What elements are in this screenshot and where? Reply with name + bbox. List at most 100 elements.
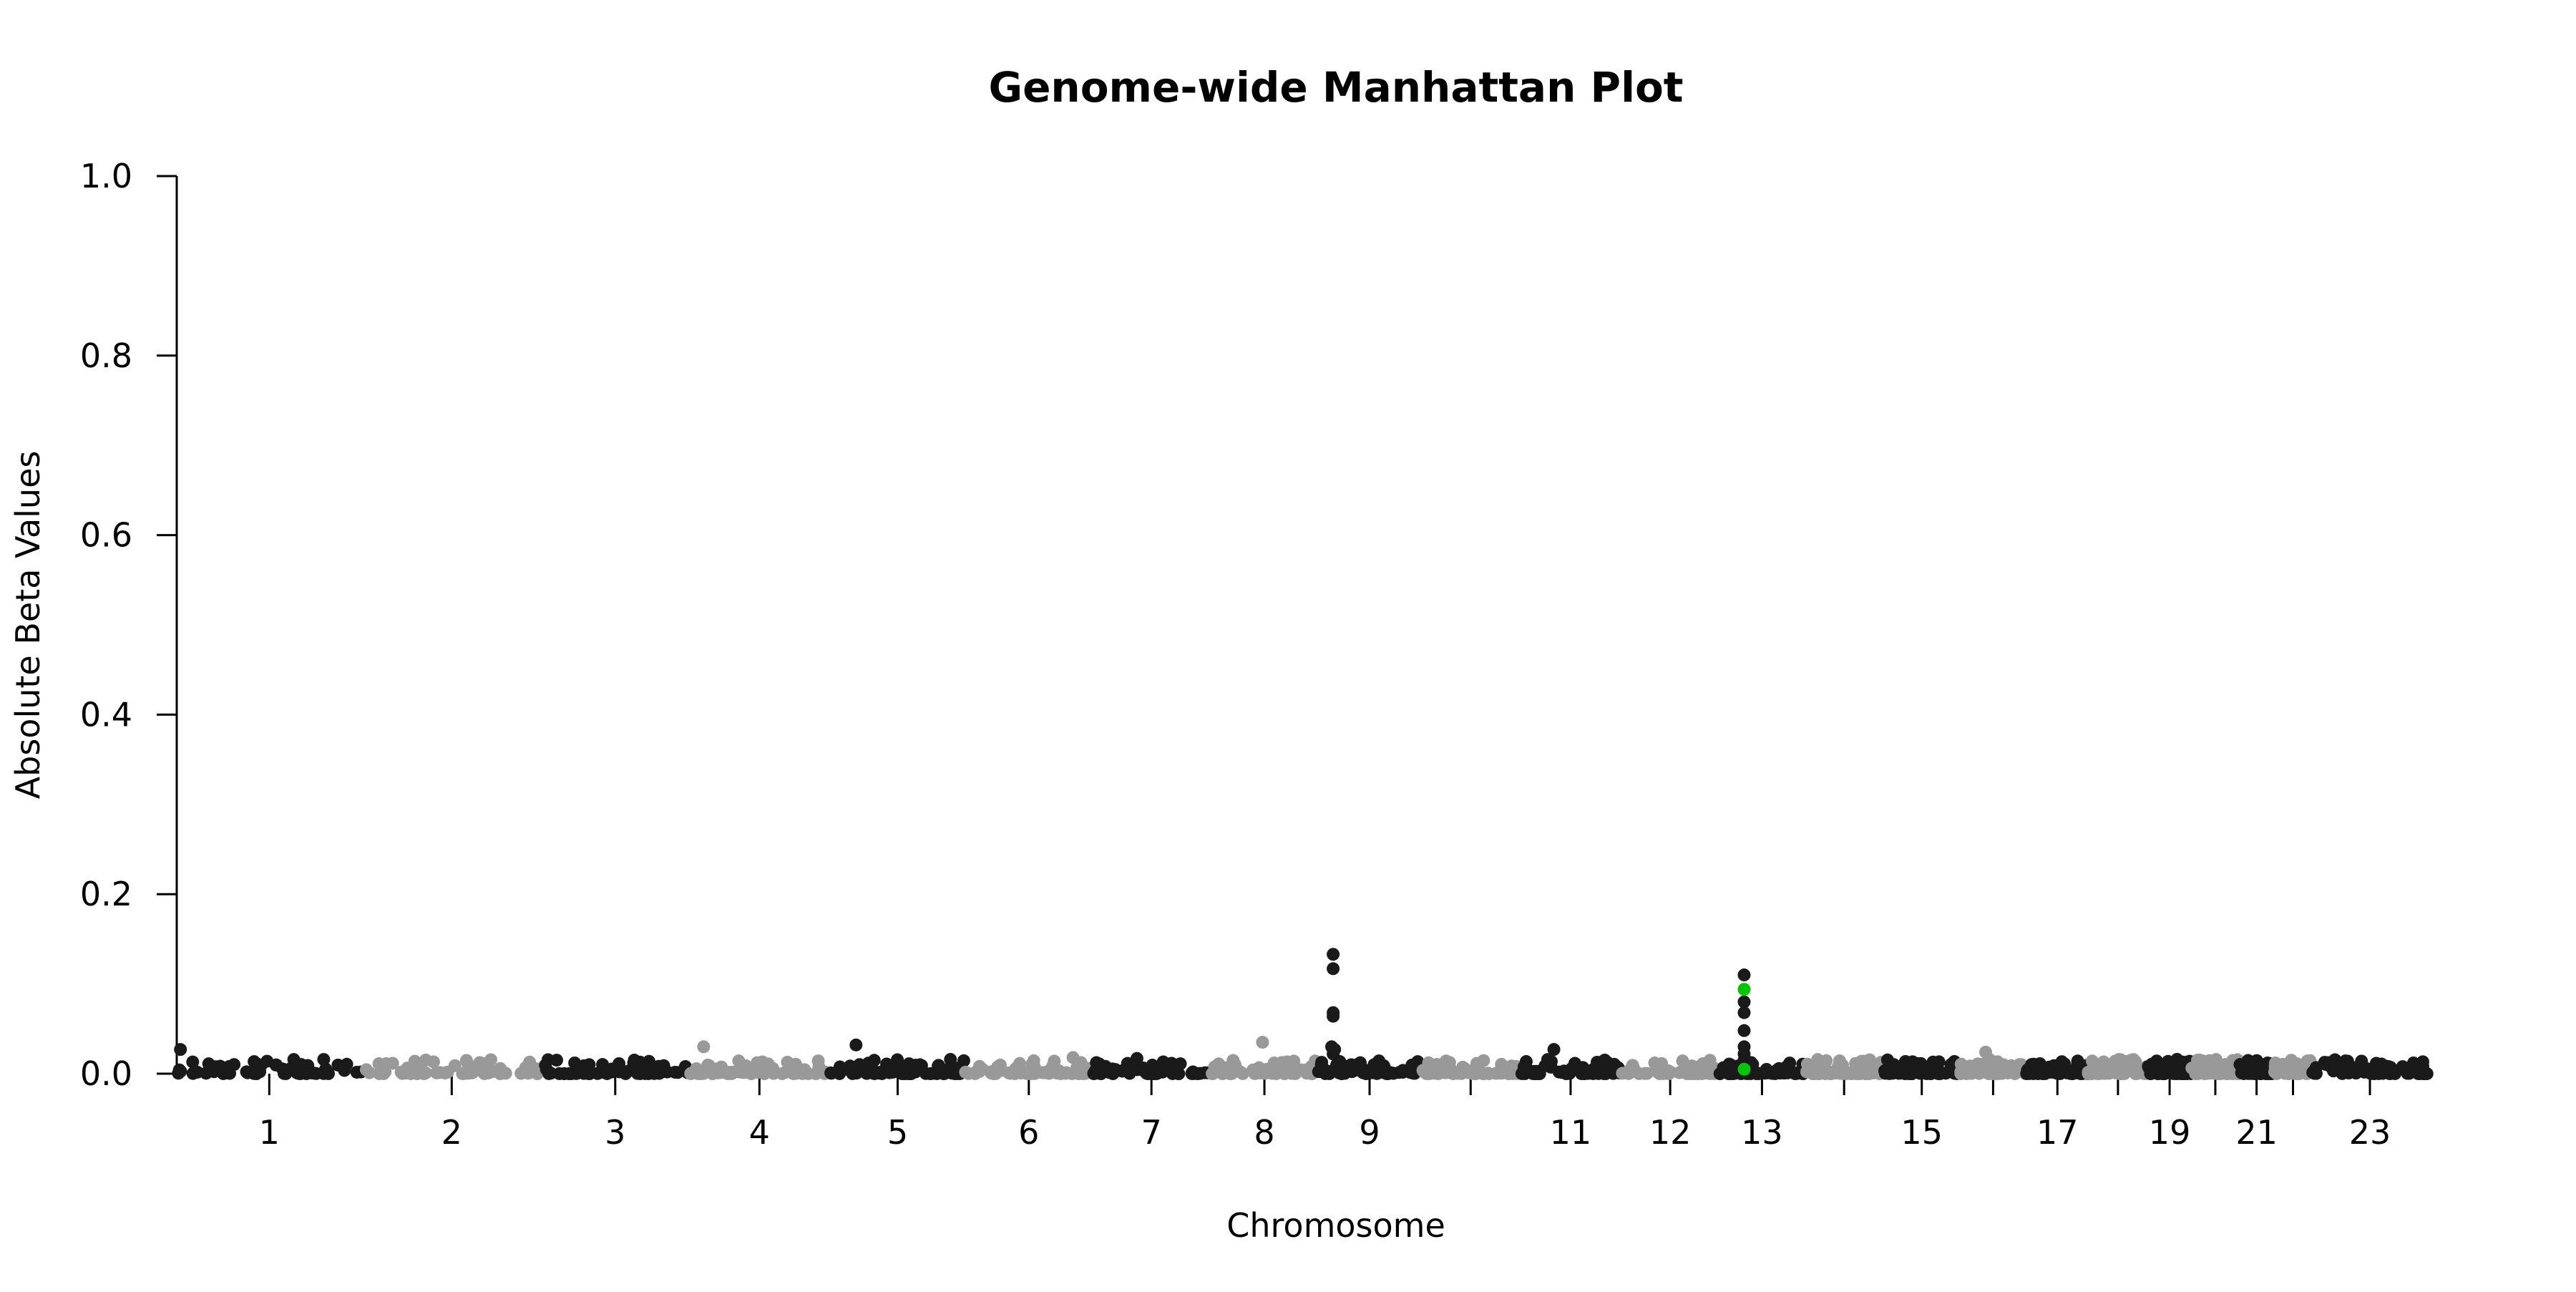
snp-point [2153, 1062, 2167, 1076]
snp-point [519, 1061, 532, 1074]
snp-point [359, 1063, 373, 1077]
snp-point [1597, 1066, 1611, 1079]
snp-point [2047, 1059, 2061, 1072]
snp-point [650, 1060, 664, 1074]
snp-point [1737, 1024, 1751, 1037]
snp-point [766, 1067, 780, 1080]
snp-point [410, 1060, 424, 1074]
snp-point [1477, 1054, 1491, 1067]
snp-point [849, 1038, 863, 1051]
y-tick-label: 0.4 [80, 695, 132, 734]
snp-point [456, 1067, 469, 1080]
snp-point [1072, 1067, 1085, 1080]
snp-point [1066, 1051, 1080, 1064]
snp-point [1443, 1056, 1456, 1069]
snp-point [1855, 1059, 1869, 1072]
snp-point [1165, 1057, 1179, 1070]
snp-point [275, 1062, 289, 1076]
snp-point [1878, 1067, 1892, 1080]
snp-point [2236, 1058, 2250, 1072]
highlighted-snp-point [1737, 1062, 1751, 1076]
snp-point [557, 1067, 571, 1080]
x-tick-label: 3 [605, 1113, 625, 1152]
snp-point [319, 1062, 333, 1076]
snp-point [1694, 1060, 1708, 1074]
snp-point [628, 1054, 641, 1067]
snp-point [186, 1067, 200, 1080]
x-tick-label: 12 [1649, 1113, 1692, 1152]
snp-point [1530, 1066, 1543, 1079]
snp-point [1829, 1067, 1843, 1080]
snp-point [642, 1067, 655, 1080]
snp-point [691, 1067, 705, 1080]
snp-point [671, 1066, 685, 1079]
snp-point [1649, 1061, 1663, 1074]
snp-point [1800, 1065, 1813, 1079]
snp-point [972, 1065, 986, 1079]
snp-point [2379, 1059, 2392, 1073]
snp-point [2027, 1057, 2041, 1071]
snp-point [891, 1053, 904, 1067]
snp-point [1979, 1045, 1993, 1059]
snp-point [1382, 1067, 1395, 1080]
snp-point [1737, 1054, 1751, 1067]
snp-point [1282, 1063, 1295, 1077]
snp-point [1640, 1067, 1654, 1080]
snp-point [1327, 1009, 1340, 1023]
snp-point [228, 1058, 241, 1072]
snp-point [957, 1054, 970, 1067]
snp-point [317, 1053, 331, 1067]
snp-point [2248, 1067, 2261, 1080]
snp-point [186, 1055, 200, 1069]
snp-point [172, 1067, 185, 1080]
snp-point [1992, 1067, 2006, 1080]
snp-point [781, 1055, 794, 1069]
snp-point [1106, 1067, 1120, 1080]
data-points [172, 948, 2434, 1080]
snp-point [1932, 1055, 1946, 1069]
snp-point [1922, 1062, 1936, 1075]
snp-point [301, 1059, 315, 1072]
snp-point [962, 1067, 975, 1080]
snp-point [1260, 1062, 1274, 1076]
y-tick-label: 1.0 [80, 157, 132, 195]
snp-point [1327, 1047, 1340, 1061]
snp-point [386, 1057, 399, 1070]
snp-point [1224, 1064, 1238, 1077]
snp-point [811, 1054, 825, 1068]
snp-point [912, 1060, 926, 1074]
snp-point [1151, 1067, 1164, 1080]
x-tick-label: 11 [1550, 1113, 1592, 1152]
snp-point [2336, 1067, 2349, 1080]
snp-point [459, 1054, 473, 1067]
x-tick-label: 8 [1254, 1113, 1274, 1152]
snp-point [1140, 1067, 1153, 1080]
snp-point [1777, 1067, 1791, 1080]
chart-title: Genome-wide Manhattan Plot [988, 63, 1683, 112]
snp-point [1766, 1066, 1780, 1079]
snp-point [550, 1054, 563, 1067]
snp-point [2130, 1067, 2144, 1080]
snp-point [1256, 1036, 1269, 1049]
x-tick-label: 19 [2149, 1113, 2191, 1152]
x-axis: 1 2 3 4 5 6 7 8 9 11 12 13 15 17 19 21 23 [259, 1074, 2391, 1152]
snp-point [338, 1064, 351, 1077]
snp-point [745, 1067, 758, 1080]
x-axis-label: Chromosome [1226, 1206, 1445, 1245]
snp-point [2188, 1062, 2202, 1075]
snp-point [711, 1066, 725, 1079]
snp-point [2367, 1064, 2381, 1077]
x-tick-label: 1 [259, 1113, 280, 1152]
snp-point [1502, 1067, 1516, 1080]
snp-point [1568, 1057, 1581, 1070]
snp-point [1662, 1067, 1675, 1080]
x-tick-label: 7 [1141, 1113, 1162, 1152]
snp-point [1045, 1061, 1059, 1074]
snp-point [2268, 1065, 2281, 1079]
snp-point [1060, 1066, 1073, 1079]
snp-point [2416, 1067, 2430, 1080]
snp-point [1737, 968, 1751, 982]
snp-point [1130, 1051, 1143, 1065]
snp-point [1327, 962, 1340, 976]
